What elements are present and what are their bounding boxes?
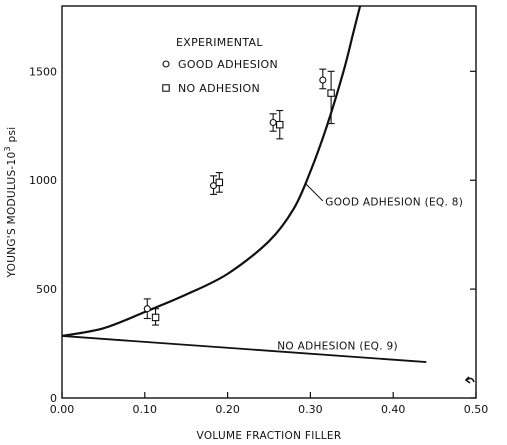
- annotation-no-adhesion-eq9: NO ADHESION (EQ. 9): [277, 340, 398, 352]
- legend: EXPERIMENTAL GOOD ADHESION NO ADHESION: [162, 36, 278, 95]
- curve-no-adhesion-eq9: [62, 335, 427, 363]
- legend-circle-marker: [162, 60, 170, 68]
- model-curves: [62, 6, 427, 363]
- x-tick-label: 0.20: [215, 403, 240, 416]
- curve-annotations: GOOD ADHESION (EQ. 8) NO ADHESION (EQ. 9): [277, 183, 463, 352]
- y-tick-label: 1000: [29, 174, 57, 187]
- plot-frame: [61, 5, 477, 399]
- legend-entry-label: GOOD ADHESION: [178, 58, 278, 71]
- data-points: [143, 68, 335, 326]
- y-axis-ticks: 0 500 1000 1500: [29, 65, 476, 405]
- corner-arrow-icon: [464, 376, 475, 384]
- x-tick-label: 0.10: [133, 403, 158, 416]
- x-axis-label: VOLUME FRACTION FILLER: [197, 430, 342, 442]
- x-tick-label: 0.40: [381, 403, 406, 416]
- annotation-pointer: [305, 183, 324, 202]
- point-good-adhesion: [319, 76, 327, 84]
- legend-square-marker: [162, 84, 170, 92]
- point-no-adhesion: [327, 89, 335, 97]
- y-tick-label: 1500: [29, 65, 57, 78]
- legend-entry-label: NO ADHESION: [178, 82, 260, 95]
- point-no-adhesion: [151, 313, 160, 322]
- x-tick-label: 0.00: [50, 403, 75, 416]
- point-good-adhesion: [143, 305, 151, 313]
- point-good-adhesion: [269, 118, 277, 127]
- y-axis-label-prefix: YOUNG'S MODULUS-10: [6, 151, 18, 278]
- y-axis-label-suffix: psi: [6, 127, 18, 147]
- y-axis-label-sup: 3: [3, 146, 12, 151]
- y-tick-label: 500: [36, 283, 57, 296]
- x-tick-label: 0.50: [464, 403, 489, 416]
- annotation-good-adhesion-eq8: GOOD ADHESION (EQ. 8): [325, 196, 463, 208]
- legend-title: EXPERIMENTAL: [176, 36, 263, 49]
- point-no-adhesion: [215, 178, 224, 187]
- y-axis-label: YOUNG'S MODULUS-103 psi: [3, 127, 18, 279]
- x-tick-label: 0.30: [298, 403, 323, 416]
- point-no-adhesion: [276, 120, 284, 129]
- y-tick-label: 0: [50, 392, 57, 405]
- x-axis-ticks: 0.00 0.10 0.20 0.30 0.40 0.50: [50, 392, 489, 416]
- curve-good-adhesion-eq8: [62, 6, 362, 338]
